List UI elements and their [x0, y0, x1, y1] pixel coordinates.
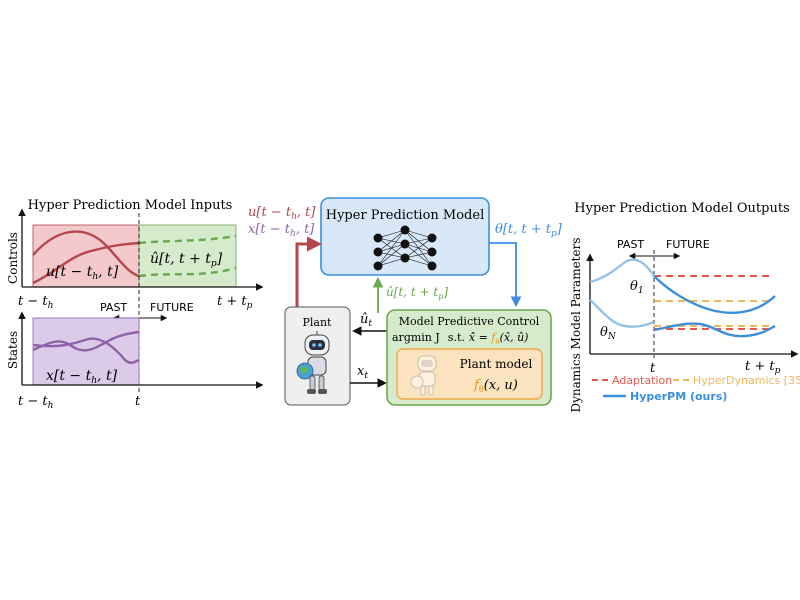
robot-icon [410, 355, 437, 396]
ut-label: ût [360, 312, 372, 329]
plant-box [284, 306, 351, 406]
robot-icon [296, 331, 330, 394]
controls-future-region [138, 224, 237, 288]
past-label: PAST [100, 301, 127, 314]
states-axis-label: States [6, 331, 20, 369]
outputs-panel: Hyper Prediction Model Outputs Dynamics … [569, 201, 800, 413]
thetaN-hyperpm-curve [653, 322, 776, 338]
plant-model-title: Plant model [460, 357, 533, 371]
theta-output-label: θ[t, t + tp] [495, 222, 563, 239]
thetaN-label: θN [600, 325, 617, 342]
architecture-panel: u[t − th, t] x[t − th, t] Hyper Predicti… [248, 197, 563, 406]
state-curve-1 [32, 330, 140, 352]
thetaN-past-curve [589, 299, 655, 328]
tick-t: t [135, 394, 141, 409]
legend-hyperdynamics-label: HyperDynamics [35] [693, 374, 800, 387]
state-curve-2 [32, 337, 140, 364]
xt-label: xt [357, 364, 368, 381]
control-future-curve-1 [138, 234, 237, 245]
outputs-legend: Adaptation HyperDynamics [35] HyperPM (o… [592, 374, 800, 403]
hpm-title: Hyper Prediction Model [326, 208, 484, 223]
theta1-hyperpm-curve [653, 275, 776, 314]
legend-adaptation-label: Adaptation [612, 374, 672, 387]
control-future-curve-2 [138, 266, 237, 278]
tick-t-minus-th: t − th [18, 294, 53, 311]
outputs-tick-end: t + tp [745, 359, 781, 376]
params-axis-label: Dynamics Model Parameters [569, 237, 583, 412]
neural-network-icon [373, 225, 437, 271]
plant-title: Plant [303, 316, 333, 329]
outputs-future-label: FUTURE [666, 238, 710, 251]
outputs-title: Hyper Prediction Model Outputs [574, 201, 789, 216]
inputs-panel: Hyper Prediction Model Inputs Controls u… [6, 198, 264, 411]
u-future-label: û[t, t + tp] [150, 251, 223, 269]
inputs-title: Hyper Prediction Model Inputs [28, 198, 233, 213]
plant-to-hpm-arrow [295, 236, 322, 308]
tick-t-plus-tp: t + tp [217, 294, 253, 311]
tick-t-minus-th-2: t − th [18, 394, 53, 411]
input-u-label: u[t − th, t] [248, 205, 316, 222]
u-past-label: u[t − th, t] [46, 264, 119, 282]
theta1-past-curve [589, 258, 656, 284]
control-curve-1 [32, 230, 140, 278]
x-past-label: x[t − th, t] [46, 368, 118, 386]
plant-model-formula: fθ(x, u) [473, 378, 518, 394]
theta1-label: θ1 [630, 279, 644, 296]
input-x-label: x[t − th, t] [248, 222, 315, 239]
controls-past-region [32, 224, 140, 288]
control-curve-2 [32, 241, 140, 285]
controls-axis-label: Controls [6, 232, 20, 284]
outputs-tick-t: t [650, 361, 656, 376]
outputs-past-label: PAST [617, 238, 644, 251]
future-label: FUTURE [150, 301, 194, 314]
theta-arrow [489, 242, 522, 308]
uhat-feedback-label: û[t, t + tp] [386, 285, 448, 301]
mpc-title: Model Predictive Control [399, 315, 540, 328]
legend-hyperpm-label: HyperPM (ours) [630, 390, 727, 403]
